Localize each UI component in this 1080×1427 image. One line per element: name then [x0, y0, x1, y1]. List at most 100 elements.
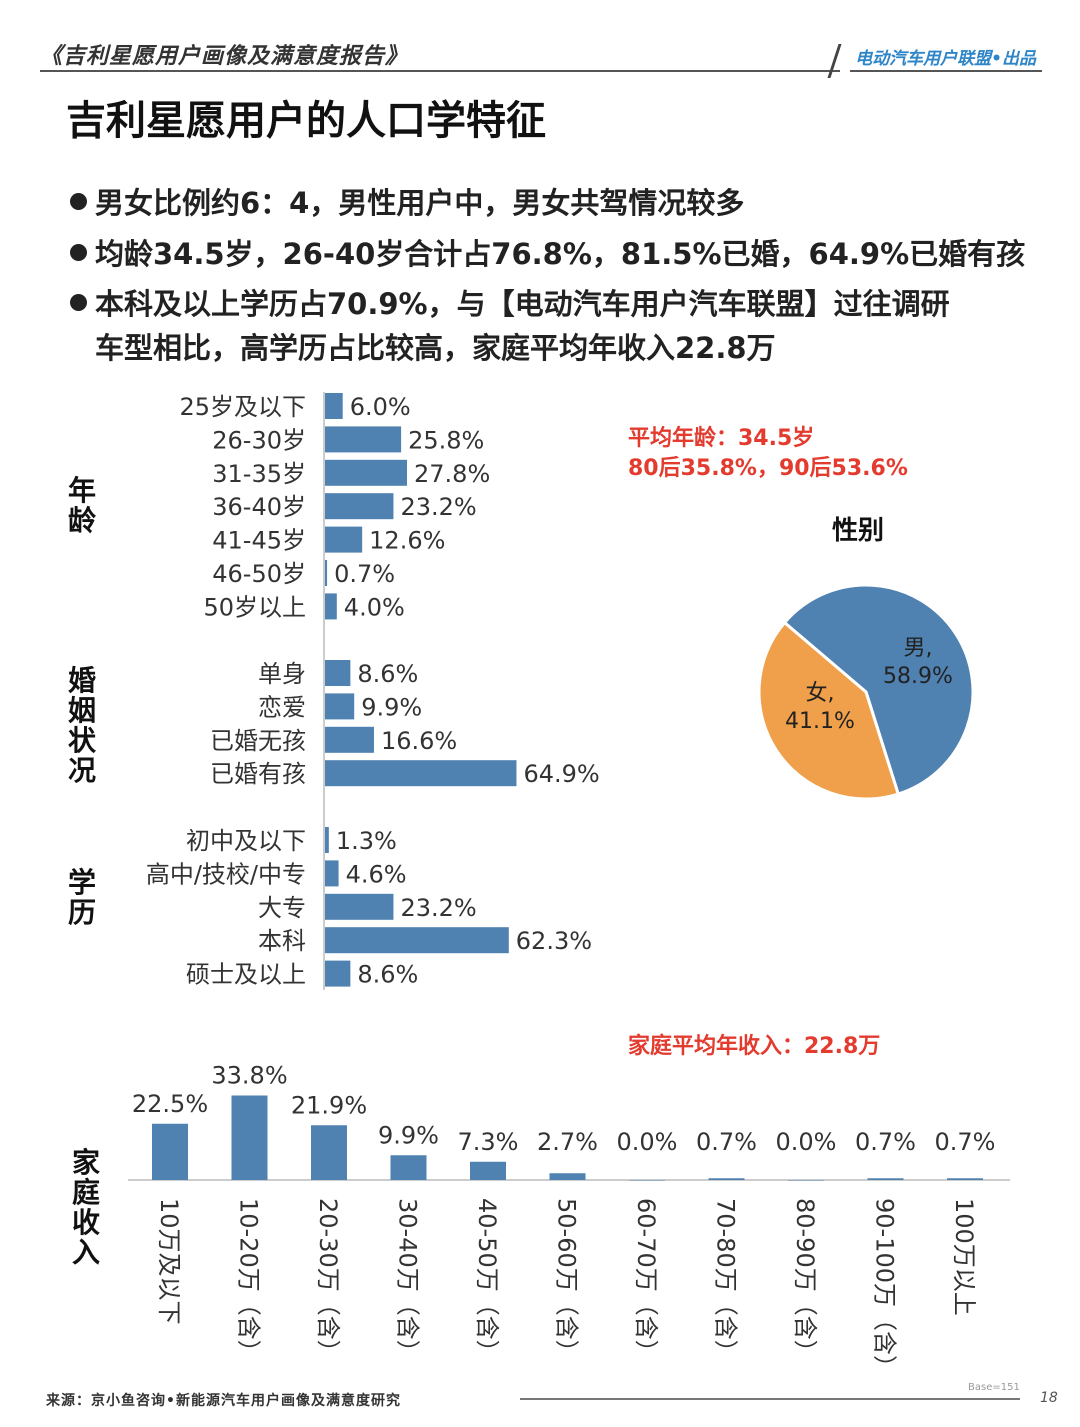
income-value-label: 22.5% — [132, 1090, 208, 1118]
age-bar — [325, 393, 343, 419]
income-value-label: 0.0% — [617, 1128, 678, 1156]
income-bar — [629, 1180, 665, 1181]
bullet-2: 均龄34.5岁，26-40岁合计占76.8%，81.5%已婚，64.9%已婚有孩 — [70, 231, 1025, 273]
bullet-1: 男女比例约6：4，男性用户中，男女共驾情况较多 — [70, 180, 744, 222]
bullet-text: 男女比例约6：4，男性用户中，男女共驾情况较多 — [95, 186, 745, 220]
income-category-label: 100万以上 — [950, 1198, 978, 1316]
group-label-income: 家庭收入 — [71, 1146, 100, 1269]
income-category-label: 40-50万（含） — [473, 1198, 501, 1364]
age-value-label: 23.2% — [400, 493, 476, 521]
group-label-marriage: 婚姻状况 — [67, 664, 96, 787]
source-note: 来源：京小鱼咨询•新能源汽车用户画像及满意度研究 — [46, 1393, 401, 1409]
avg-age-note: 平均年龄：34.5岁 — [628, 426, 815, 451]
age-bar — [325, 493, 394, 520]
marriage-category-label: 已婚有孩 — [210, 760, 306, 788]
income-category-label: 80-90万（含） — [791, 1198, 819, 1364]
marriage-category-label: 单身 — [258, 660, 306, 688]
marriage-value-label: 64.9% — [523, 760, 599, 788]
education-value-label: 8.6% — [357, 961, 418, 989]
age-category-label: 26-30岁 — [212, 426, 306, 454]
income-bar — [311, 1125, 347, 1180]
age-value-label: 6.0% — [350, 393, 411, 421]
age-category-label: 50岁以上 — [203, 593, 306, 621]
page-number: 18 — [1040, 1390, 1058, 1406]
income-value-label: 2.7% — [537, 1128, 598, 1156]
income-category-label: 60-70万（含） — [632, 1198, 660, 1364]
income-bar — [470, 1161, 506, 1180]
income-bar — [708, 1178, 745, 1180]
income-bar — [867, 1178, 904, 1180]
pie-slice-female-label: 女, — [806, 681, 835, 706]
marriage-bar — [325, 660, 351, 686]
age-bar — [325, 526, 363, 553]
brand-label: 电动汽车用户联盟•出品 — [855, 49, 1036, 69]
age-value-label: 12.6% — [369, 527, 445, 555]
income-category-label: 10万及以下 — [155, 1198, 183, 1325]
pie-slice-male — [782, 583, 975, 796]
marriage-value-label: 16.6% — [381, 727, 457, 755]
income-bar — [231, 1095, 268, 1180]
education-value-label: 4.6% — [346, 860, 407, 888]
income-category-label: 10-20万（含） — [235, 1198, 263, 1364]
age-value-label: 0.7% — [334, 560, 395, 588]
report-title: 《吉利星愿用户画像及满意度报告》 — [40, 44, 409, 69]
page-title: 吉利星愿用户的人口学特征 — [66, 98, 546, 144]
education-bar — [325, 927, 509, 954]
bullet-text: 均龄34.5岁，26-40岁合计占76.8%，81.5%已婚，64.9%已婚有孩 — [95, 237, 1026, 271]
age-value-label: 25.8% — [408, 426, 484, 454]
bullet-dot — [70, 244, 87, 261]
age-bar — [325, 560, 328, 586]
education-value-label: 62.3% — [516, 927, 592, 955]
education-value-label: 23.2% — [400, 894, 476, 922]
income-bar — [549, 1173, 586, 1180]
pie-slice-male-value: 58.9% — [883, 664, 953, 689]
generation-note: 80后35.8%，90后53.6% — [628, 456, 908, 481]
income-value-label: 9.9% — [378, 1121, 439, 1149]
marriage-bar — [325, 760, 517, 787]
income-category-label: 20-30万（含） — [314, 1198, 342, 1364]
brand-rule — [850, 70, 1042, 72]
avg-income-note: 家庭平均年收入：22.8万 — [628, 1034, 881, 1059]
marriage-bar — [325, 726, 374, 753]
income-value-label: 21.9% — [291, 1091, 367, 1119]
income-bar — [390, 1155, 427, 1180]
marriage-value-label: 8.6% — [357, 660, 418, 688]
education-category-label: 本科 — [258, 927, 306, 955]
bullet-3: 本科及以上学历占70.9%，与【电动汽车用户汽车联盟】过往调研 车型相比，高学历… — [70, 282, 950, 370]
income-value-label: 0.0% — [776, 1128, 837, 1156]
income-bar — [947, 1178, 983, 1180]
education-category-label: 初中及以下 — [186, 827, 306, 855]
pie-slice-female-value: 41.1% — [785, 709, 855, 734]
bullet-dot — [70, 294, 87, 311]
footer-rule — [520, 1398, 1020, 1400]
pie-slice-female — [757, 620, 901, 801]
age-bar — [325, 426, 402, 453]
income-value-label: 0.7% — [935, 1128, 996, 1156]
education-bar — [325, 893, 394, 920]
base-note: Base=151 — [968, 1382, 1020, 1393]
income-category-label: 50-60万（含） — [553, 1198, 581, 1364]
age-category-label: 36-40岁 — [212, 493, 306, 521]
marriage-value-label: 9.9% — [361, 693, 422, 721]
age-value-label: 27.8% — [414, 460, 490, 488]
education-bar — [325, 827, 329, 853]
income-bar — [788, 1180, 824, 1181]
age-category-label: 25岁及以下 — [179, 393, 306, 421]
education-category-label: 硕士及以上 — [186, 961, 306, 989]
education-value-label: 1.3% — [336, 827, 397, 855]
education-bar — [325, 960, 351, 987]
pie-title: 性别 — [832, 516, 885, 546]
group-label-education: 学历 — [67, 866, 96, 929]
age-value-label: 4.0% — [344, 593, 405, 621]
bullet-dot — [70, 193, 87, 210]
marriage-bar — [325, 693, 355, 720]
age-bar — [325, 593, 337, 620]
age-category-label: 41-45岁 — [212, 527, 306, 555]
income-value-label: 33.8% — [211, 1062, 287, 1090]
marriage-category-label: 已婚无孩 — [210, 727, 306, 755]
bullet-text: 本科及以上学历占70.9%，与【电动汽车用户汽车联盟】过往调研 — [95, 287, 950, 321]
group-label-age: 年龄 — [67, 474, 96, 537]
marriage-category-label: 恋爱 — [258, 693, 306, 721]
education-bar — [325, 860, 339, 887]
